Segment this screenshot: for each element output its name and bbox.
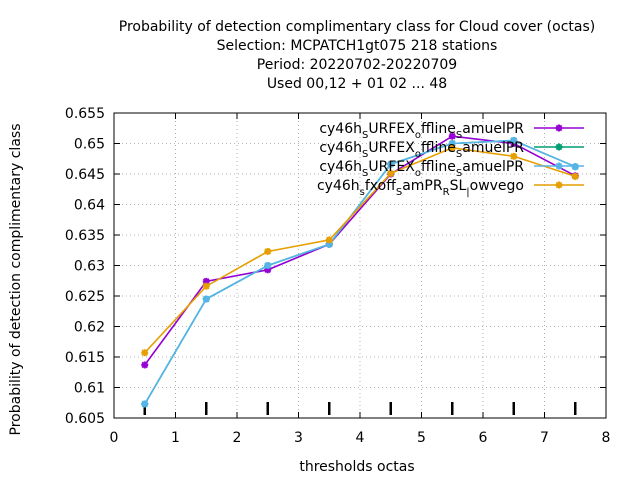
y-tick-label: 0.625 [65,289,105,305]
legend-label: cy46hSURFEXofflineSamuelPR [319,121,524,141]
title-line-2: Period: 20220702-20220709 [257,57,457,73]
title-line-3: Used 00,12 + 01 02 ... 48 [267,76,447,92]
data-point [325,236,333,244]
y-tick-label: 0.61 [74,381,105,397]
legend-entry-1: cy46hSURFEXofflineSamuelPR [319,140,584,160]
data-point [510,136,518,144]
y-tick-label: 0.605 [65,411,105,427]
data-point [448,132,456,140]
x-axis-label: thresholds octas [299,459,414,475]
data-point [202,282,210,290]
legend-marker [555,124,563,132]
x-tick-label: 8 [602,430,611,446]
legend-marker [555,181,563,189]
data-point [141,400,149,408]
x-tick-label: 7 [540,430,549,446]
data-point [448,144,456,152]
x-tick-label: 6 [479,430,488,446]
y-tick-label: 0.64 [74,198,105,214]
y-tick-labels: 0.605 0.61 0.615 0.62 0.625 0.63 0.635 0.64 0.64… [65,106,105,427]
y-tick-label: 0.63 [74,259,105,275]
x-tick-label: 4 [356,430,365,446]
series-line-0 [144,135,576,366]
data-point [387,160,395,168]
series-line-2 [144,139,576,405]
data-point [571,172,579,180]
x-tick-label: 0 [110,430,119,446]
y-tick-label: 0.65 [74,137,105,153]
y-tick-label: 0.645 [65,167,105,183]
legend-marker [555,143,563,151]
y-tick-label: 0.655 [65,106,105,122]
data-point [202,295,210,303]
legend-marker [555,162,563,170]
data-point [264,262,272,269]
title-line-0: Probability of detection complimentary c… [119,19,595,35]
y-tick-label: 0.62 [74,320,105,336]
legend-entry-3: cy46hsfxoffSamPRRSL|owvego [317,178,584,198]
data-point [264,247,272,255]
x-tick-label: 5 [417,430,426,446]
data-point [141,361,149,369]
legend-label: cy46hSURFEXofflineSamuelPR [319,159,524,179]
data-point [141,349,149,357]
legend-entry-0: cy46hSURFEXofflineSamuelPR [319,121,584,141]
series [141,132,579,408]
x-tick-labels: 0 1 2 3 4 5 6 7 8 [110,430,611,446]
grid [114,113,606,418]
data-point [510,152,518,160]
series-line-3 [144,146,576,354]
axis-ticks [113,112,607,419]
title-line-1: Selection: MCPATCH1gt075 218 stations [217,38,498,54]
legend-entry-2: cy46hSURFEXofflineSamuelPR [319,159,584,179]
series-2 [141,136,579,408]
x-tick-label: 1 [171,430,180,446]
legend-label: cy46hSURFEXofflineSamuelPR [319,140,524,160]
series-3 [141,144,579,357]
y-axis-label: Probability of detection complimentary c… [8,124,24,436]
y-tick-label: 0.635 [65,228,105,244]
legend-label: cy46hsfxoffSamPRRSL|owvego [317,178,524,198]
y-tick-label: 0.615 [65,350,105,366]
x-tick-label: 3 [294,430,303,446]
x-tick-label: 2 [233,430,242,446]
bottom-markers [143,402,577,415]
legend: cy46hSURFEXofflineSamuelPRcy46hSURFEXoff… [317,121,584,198]
chart-title: Probability of detection complimentary c… [119,19,595,92]
data-point [387,169,395,177]
